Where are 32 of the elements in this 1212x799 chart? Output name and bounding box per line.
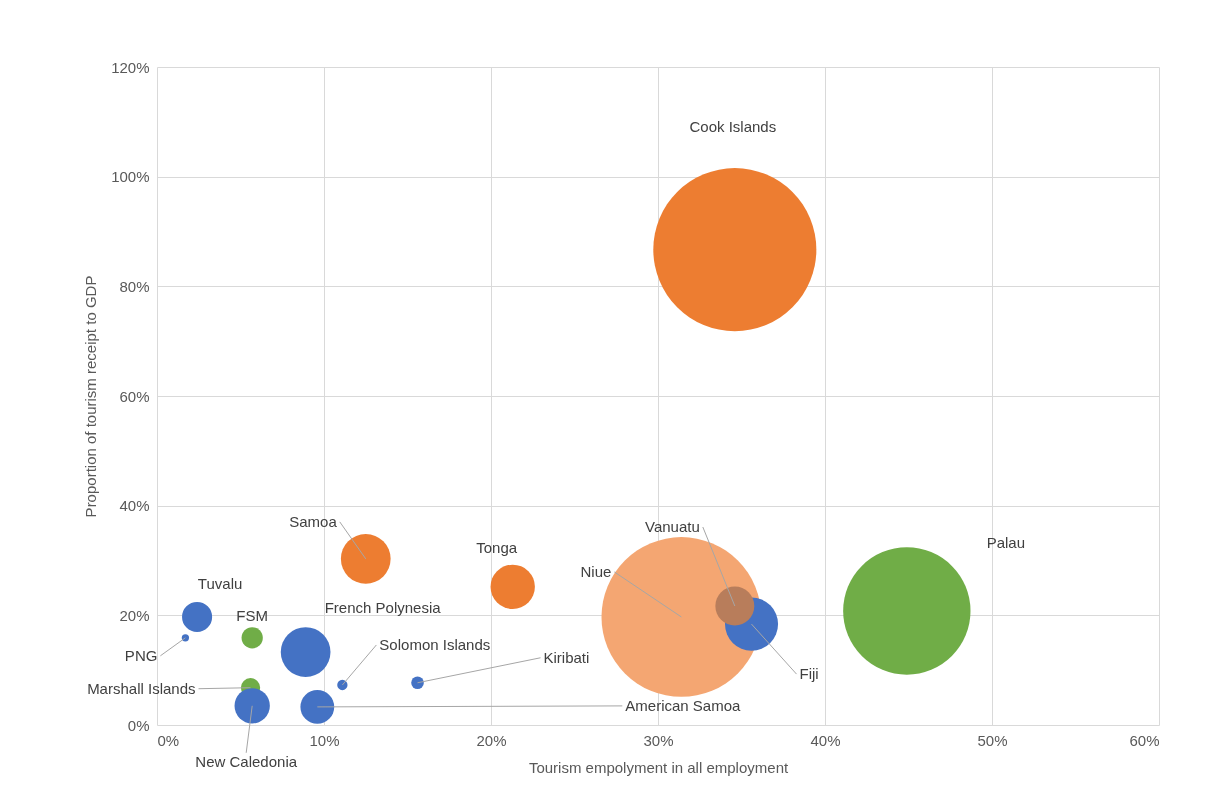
x-tick-label: 60% (1129, 731, 1160, 749)
y-tick-label: 0% (127, 716, 150, 734)
x-tick-label: 10% (309, 731, 340, 749)
text: Vanuatu (645, 518, 700, 536)
text: Kiribati (543, 648, 590, 666)
text: Solomon Islands (379, 635, 491, 653)
y-tick-label: 80% (119, 277, 150, 295)
text: Palau (986, 533, 1026, 551)
y-tick-label: 40% (119, 497, 150, 515)
x-axis-title: Tourism empolyment in all employment (528, 758, 789, 776)
y-tick-label: 60% (119, 387, 150, 405)
x-tick-label: 0% (157, 731, 180, 749)
y-axis-title: Proportion of tourism receipt to GDP (82, 275, 100, 518)
y-tick-label: 100% (111, 168, 150, 186)
x-tick-label: 40% (810, 731, 841, 749)
x-tick-label: 50% (977, 731, 1008, 749)
text: New Caledonia (195, 752, 298, 770)
series-label: Tuvalu (197, 574, 243, 592)
x-tick-label: 30% (643, 731, 674, 749)
series-label: Niue (580, 562, 612, 580)
x-tick-label: 20% (476, 731, 507, 749)
series-label: Samoa (289, 512, 338, 530)
text: Fiji (799, 665, 819, 683)
text: Cook Islands (689, 117, 777, 135)
y-tick-label: 20% (119, 606, 150, 624)
text: American Samoa (625, 696, 742, 714)
series-label: Tonga (476, 538, 518, 556)
series-label: FSM (236, 606, 269, 624)
series-label: PNG (124, 646, 158, 664)
y-tick-label: 120% (111, 58, 150, 76)
series-label: French Polynesia (324, 599, 442, 617)
text: Marshall Islands (87, 679, 196, 697)
